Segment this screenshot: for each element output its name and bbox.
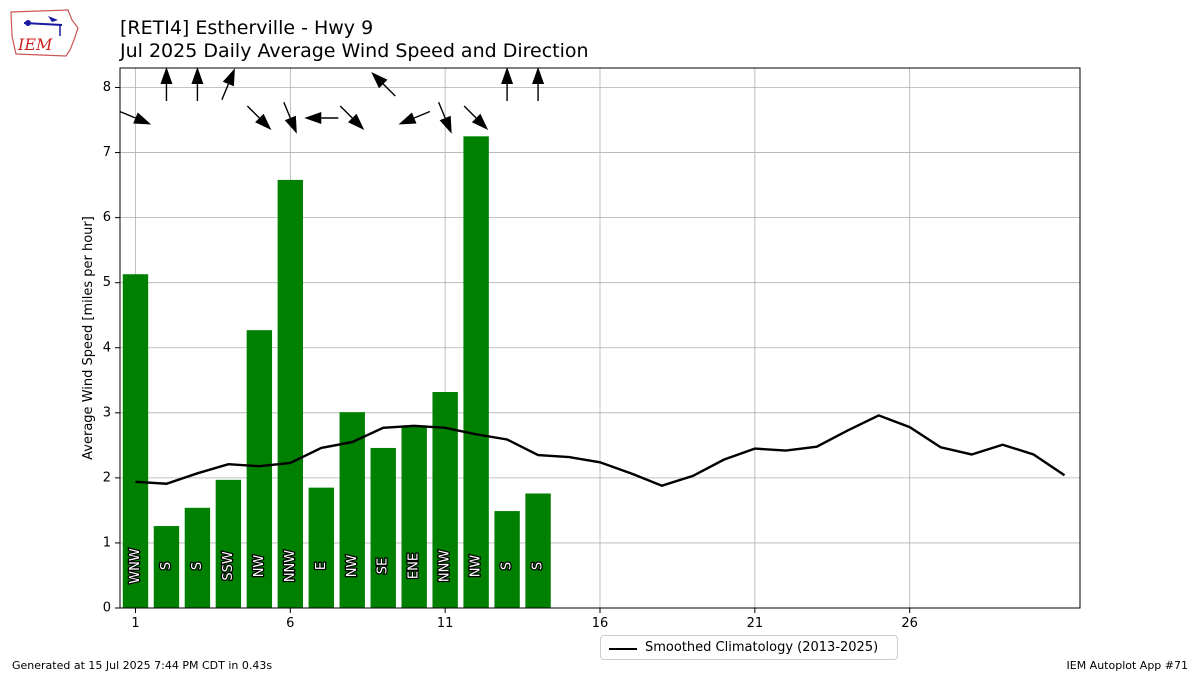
direction-arrow-icon — [222, 68, 235, 87]
direction-label: NNW — [283, 550, 298, 582]
direction-arrow-shaft — [413, 110, 431, 119]
wind-speed-bar — [184, 507, 211, 608]
y-tick-label: 2 — [103, 470, 111, 485]
direction-arrow-icon — [398, 112, 417, 125]
direction-arrow-shaft — [339, 105, 353, 119]
direction-arrow-shaft — [463, 105, 477, 119]
direction-label: ENE — [407, 553, 422, 579]
iem-logo-text: IEM — [17, 35, 53, 54]
direction-arrow-icon — [160, 67, 173, 84]
wind-speed-bar — [215, 479, 242, 608]
direction-label: NW — [345, 555, 360, 578]
direction-arrow-icon — [371, 71, 388, 89]
x-tick-label: 6 — [286, 616, 294, 631]
wind-speed-bar — [153, 526, 180, 608]
direction-arrow-icon — [284, 115, 297, 134]
direction-arrow-icon — [133, 112, 152, 125]
legend-label: Smoothed Climatology (2013-2025) — [645, 640, 879, 655]
direction-arrow-shaft — [221, 83, 230, 100]
direction-label: S — [190, 562, 205, 570]
direction-arrow-shaft — [382, 83, 396, 97]
direction-label: S — [159, 562, 174, 570]
y-tick-label: 7 — [103, 145, 111, 160]
chart-legend: Smoothed Climatology (2013-2025) — [600, 635, 898, 660]
wind-speed-bar — [463, 136, 489, 609]
direction-arrow-icon — [304, 112, 322, 124]
direction-arrow-shaft — [283, 102, 291, 119]
direction-label: NNW — [438, 550, 453, 582]
y-tick-label: 0 — [103, 601, 111, 616]
direction-label: SE — [376, 558, 391, 574]
direction-arrow-shaft — [438, 102, 446, 119]
direction-arrow-icon — [471, 113, 489, 131]
x-tick-label: 21 — [747, 616, 764, 631]
direction-arrow-icon — [439, 115, 452, 134]
wind-speed-bar — [401, 426, 427, 608]
direction-arrow-icon — [501, 67, 514, 84]
direction-arrow-shaft — [119, 110, 136, 119]
wind-speed-bar — [370, 447, 396, 608]
climatology-line — [135, 414, 1066, 487]
x-tick-label: 16 — [592, 616, 609, 631]
direction-label: NW — [252, 555, 267, 578]
direction-arrow-icon — [191, 67, 204, 84]
app-credit: IEM Autoplot App #71 — [1066, 659, 1189, 672]
direction-arrow-icon — [348, 113, 365, 131]
y-tick-label: 3 — [103, 405, 111, 420]
y-tick-label: 4 — [103, 340, 111, 355]
wind-speed-bar — [308, 487, 334, 608]
wind-speed-bar — [494, 511, 520, 608]
x-tick-label: 1 — [131, 616, 139, 631]
direction-label: S — [531, 562, 546, 570]
y-tick-label: 8 — [103, 80, 111, 95]
y-tick-label: 1 — [103, 535, 111, 550]
wind-speed-bar — [277, 179, 304, 608]
generated-timestamp: Generated at 15 Jul 2025 7:44 PM CDT in … — [12, 659, 273, 672]
direction-arrow-shaft — [246, 105, 260, 119]
wind-speed-bar — [525, 493, 551, 608]
direction-label: S — [500, 562, 515, 570]
legend-line-swatch — [609, 648, 637, 650]
direction-label: WNW — [128, 548, 143, 584]
direction-arrow-icon — [255, 113, 272, 131]
direction-label: NW — [469, 555, 484, 578]
direction-arrow-icon — [532, 67, 545, 84]
wind-speed-bar — [122, 274, 149, 608]
chart-title: [RETI4] Estherville - Hwy 9 — [120, 17, 374, 39]
iem-logo: IEM — [10, 9, 79, 57]
y-axis-label: Average Wind Speed [miles per hour] — [81, 216, 96, 460]
chart-subtitle: Jul 2025 Daily Average Wind Speed and Di… — [120, 40, 589, 62]
y-tick-label: 6 — [103, 210, 111, 225]
y-tick-label: 5 — [103, 275, 111, 290]
direction-label: E — [314, 562, 329, 570]
x-tick-label: 11 — [437, 616, 454, 631]
x-tick-label: 26 — [901, 616, 918, 631]
direction-label: SSW — [221, 551, 236, 581]
wind-speed-bar — [246, 330, 273, 608]
